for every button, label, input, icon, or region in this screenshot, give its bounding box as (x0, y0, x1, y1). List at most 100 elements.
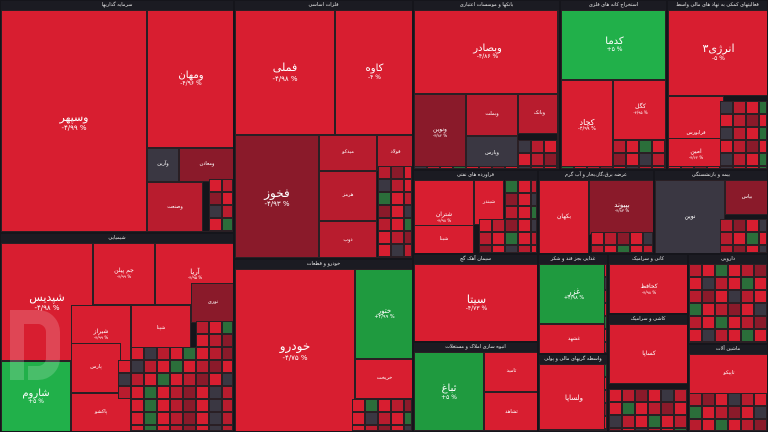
minor-stock-tile[interactable] (157, 412, 170, 425)
minor-stock-tile[interactable] (505, 430, 518, 431)
minor-stock-tile[interactable] (604, 416, 607, 429)
minor-stock-tile[interactable] (733, 219, 746, 232)
stock-tile[interactable]: کگل -۴/۹۵ % (613, 80, 666, 140)
minor-stock-tile[interactable] (391, 412, 404, 425)
minor-stock-tile[interactable] (196, 412, 209, 425)
minor-stock-tile[interactable] (557, 75, 559, 88)
minor-stock-tile[interactable] (609, 415, 622, 428)
minor-stock-tile[interactable] (759, 140, 767, 153)
minor-stock-tile[interactable] (144, 386, 157, 399)
minor-stock-tile[interactable] (209, 360, 222, 373)
minor-stock-tile[interactable] (728, 277, 741, 290)
minor-stock-tile[interactable] (157, 425, 170, 431)
minor-stock-tile[interactable] (378, 166, 391, 179)
minor-stock-tile[interactable] (604, 329, 607, 342)
minor-stock-tile[interactable] (665, 114, 666, 127)
minor-stock-tile[interactable] (378, 218, 391, 231)
stock-tile[interactable]: ولساپا (539, 364, 607, 431)
minor-stock-tile[interactable] (518, 206, 531, 219)
stock-tile[interactable]: کساپا (609, 324, 687, 384)
minor-stock-tile[interactable] (339, 257, 352, 258)
stock-tile[interactable]: وپارس (466, 136, 518, 169)
minor-stock-tile[interactable] (183, 360, 196, 373)
minor-stock-tile[interactable] (759, 114, 767, 127)
minor-stock-tile[interactable] (27, 231, 40, 232)
minor-stock-tile[interactable] (453, 430, 466, 431)
minor-stock-tile[interactable] (609, 428, 622, 431)
minor-stock-tile[interactable] (754, 406, 767, 419)
minor-stock-tile[interactable] (609, 402, 622, 415)
minor-stock-tile[interactable] (531, 430, 537, 431)
minor-stock-tile[interactable] (544, 166, 557, 169)
minor-stock-tile[interactable] (404, 257, 412, 258)
minor-stock-tile[interactable] (518, 430, 531, 431)
minor-stock-tile[interactable] (557, 101, 559, 114)
minor-stock-tile[interactable] (728, 290, 741, 303)
minor-stock-tile[interactable] (702, 264, 715, 277)
minor-stock-tile[interactable] (222, 373, 233, 386)
minor-stock-tile[interactable] (702, 316, 715, 329)
minor-stock-tile[interactable] (209, 347, 222, 360)
minor-stock-tile[interactable] (661, 402, 674, 415)
minor-stock-tile[interactable] (557, 23, 559, 36)
minor-stock-tile[interactable] (668, 166, 681, 169)
minor-stock-tile[interactable] (196, 386, 209, 399)
minor-stock-tile[interactable] (617, 232, 630, 245)
minor-stock-tile[interactable] (531, 180, 537, 193)
minor-stock-tile[interactable] (715, 329, 728, 342)
minor-stock-tile[interactable] (531, 245, 537, 253)
minor-stock-tile[interactable] (274, 257, 287, 258)
minor-stock-tile[interactable] (728, 406, 741, 419)
minor-stock-tile[interactable] (733, 153, 746, 166)
minor-stock-tile[interactable] (14, 231, 27, 232)
minor-stock-tile[interactable] (674, 389, 687, 402)
minor-stock-tile[interactable] (404, 218, 412, 231)
minor-stock-tile[interactable] (157, 360, 170, 373)
minor-stock-tile[interactable] (746, 166, 759, 169)
minor-stock-tile[interactable] (715, 406, 728, 419)
minor-stock-tile[interactable] (754, 277, 767, 290)
minor-stock-tile[interactable] (505, 245, 518, 253)
minor-stock-tile[interactable] (539, 429, 552, 431)
minor-stock-tile[interactable] (170, 399, 183, 412)
stock-tile[interactable]: کدما +۵ % (561, 10, 666, 80)
minor-stock-tile[interactable] (53, 231, 66, 232)
minor-stock-tile[interactable] (118, 231, 131, 232)
stock-tile[interactable]: فملی -۴/۹۸ % (235, 10, 335, 135)
minor-stock-tile[interactable] (222, 386, 233, 399)
minor-stock-tile[interactable] (720, 219, 733, 232)
minor-stock-tile[interactable] (157, 373, 170, 386)
minor-stock-tile[interactable] (144, 399, 157, 412)
stock-tile[interactable]: شبنا (414, 225, 474, 253)
stock-tile[interactable]: بیاس (725, 180, 767, 215)
minor-stock-tile[interactable] (665, 127, 666, 140)
minor-stock-tile[interactable] (414, 166, 427, 169)
minor-stock-tile[interactable] (531, 153, 544, 166)
stock-tile[interactable]: پارس (71, 343, 121, 393)
minor-stock-tile[interactable] (604, 316, 607, 329)
stock-tile[interactable]: خریخت (355, 359, 412, 399)
stock-tile[interactable]: غشهد (539, 324, 607, 353)
minor-stock-tile[interactable] (391, 205, 404, 218)
minor-stock-tile[interactable] (591, 232, 604, 245)
stock-tile[interactable]: خودرو -۴/۷۵ % (235, 269, 355, 431)
minor-stock-tile[interactable] (661, 389, 674, 402)
minor-stock-tile[interactable] (222, 347, 233, 360)
minor-stock-tile[interactable] (105, 231, 118, 232)
minor-stock-tile[interactable] (209, 386, 222, 399)
minor-stock-tile[interactable] (746, 219, 759, 232)
minor-stock-tile[interactable] (131, 399, 144, 412)
stock-tile[interactable]: وسپهر -۴/۹۹ % (1, 10, 147, 232)
minor-stock-tile[interactable] (557, 153, 559, 166)
minor-stock-tile[interactable] (518, 245, 531, 253)
minor-stock-tile[interactable] (1, 231, 14, 232)
minor-stock-tile[interactable] (622, 389, 635, 402)
minor-stock-tile[interactable] (720, 140, 733, 153)
minor-stock-tile[interactable] (702, 277, 715, 290)
minor-stock-tile[interactable] (313, 257, 326, 258)
minor-stock-tile[interactable] (196, 231, 209, 232)
minor-stock-tile[interactable] (665, 49, 666, 62)
minor-stock-tile[interactable] (746, 101, 759, 114)
minor-stock-tile[interactable] (157, 347, 170, 360)
minor-stock-tile[interactable] (715, 316, 728, 329)
